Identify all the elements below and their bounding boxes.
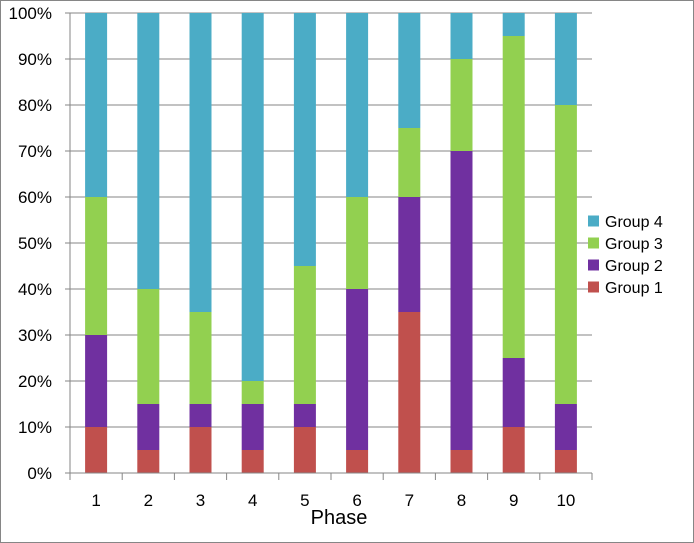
legend-label: Group 3 (605, 236, 663, 253)
bar-segment-group-3 (189, 312, 212, 404)
y-tick-label: 80% (18, 96, 52, 115)
bar-segment-group-3 (346, 197, 369, 289)
bar-segment-group-4 (502, 13, 525, 36)
x-tick-label: 7 (405, 491, 414, 510)
legend-label: Group 1 (605, 280, 663, 297)
bar-segment-group-2 (346, 289, 369, 450)
bar-segment-group-3 (554, 105, 577, 404)
x-tick-label: 4 (248, 491, 257, 510)
x-tick-labels: 1 2 3 4 5 6 7 8 9 10 (91, 491, 575, 510)
bar-segment-group-3 (398, 128, 421, 197)
axes (69, 13, 593, 480)
bar-segment-group-1 (398, 312, 421, 473)
x-tick-label: 6 (352, 491, 361, 510)
x-tick-label: 8 (457, 491, 466, 510)
bar-segment-group-2 (241, 404, 264, 450)
y-tick-label: 0% (27, 464, 52, 483)
legend-swatch (588, 259, 599, 271)
bar-segment-group-1 (346, 450, 369, 473)
y-tick-label: 100% (9, 4, 52, 23)
x-axis-title: Phase (311, 507, 368, 529)
legend-swatch (588, 237, 599, 249)
bar-segment-group-4 (293, 13, 316, 266)
bar-segment-group-2 (293, 404, 316, 427)
bar-segment-group-1 (450, 450, 473, 473)
legend-swatch (588, 281, 599, 293)
legend: Group 4 Group 3 Group 2 Group 1 (588, 214, 663, 297)
bar-segment-group-1 (502, 427, 525, 473)
bar-segment-group-2 (189, 404, 212, 427)
bar-segment-group-2 (137, 404, 160, 450)
bar-segment-group-1 (554, 450, 577, 473)
bar-segment-group-4 (450, 13, 473, 59)
y-tick-label: 10% (18, 418, 52, 437)
bar-segment-group-3 (502, 36, 525, 358)
y-tick-label: 20% (18, 372, 52, 391)
bar-segment-group-4 (137, 13, 160, 289)
legend-label: Group 4 (605, 214, 663, 231)
y-tick-label: 70% (18, 142, 52, 161)
bar-segment-group-3 (241, 381, 264, 404)
y-tick-label: 30% (18, 326, 52, 345)
y-tick-label: 50% (18, 234, 52, 253)
bar-segment-group-3 (137, 289, 160, 404)
bar-segment-group-4 (85, 13, 108, 197)
bars (85, 13, 577, 473)
bar-segment-group-4 (346, 13, 369, 197)
bar-segment-group-1 (293, 427, 316, 473)
y-tick-label: 90% (18, 50, 52, 69)
x-tick-label: 1 (91, 491, 100, 510)
legend-label: Group 2 (605, 258, 663, 275)
bar-segment-group-1 (241, 450, 264, 473)
legend-swatch (588, 215, 599, 227)
bar-segment-group-4 (398, 13, 421, 128)
bar-segment-group-3 (450, 59, 473, 151)
y-tick-label: 60% (18, 188, 52, 207)
x-tick-label: 10 (556, 491, 575, 510)
bar-segment-group-2 (554, 404, 577, 450)
y-tick-labels: 0% 10% 20% 30% 40% 50% 60% 70% 80% 90% 100% (9, 4, 52, 483)
bar-segment-group-1 (85, 427, 108, 473)
bar-segment-group-2 (398, 197, 421, 312)
y-tick-label: 40% (18, 280, 52, 299)
bar-segment-group-3 (85, 197, 108, 335)
bar-segment-group-4 (189, 13, 212, 312)
bar-segment-group-2 (502, 358, 525, 427)
bar-segment-group-1 (189, 427, 212, 473)
x-tick-label: 5 (300, 491, 309, 510)
bar-segment-group-2 (85, 335, 108, 427)
x-tick-label: 2 (144, 491, 153, 510)
bar-segment-group-2 (450, 151, 473, 450)
x-tick-label: 9 (509, 491, 518, 510)
x-tick-label: 3 (196, 491, 205, 510)
bar-segment-group-3 (293, 266, 316, 404)
bar-segment-group-1 (137, 450, 160, 473)
bar-segment-group-4 (554, 13, 577, 105)
bar-segment-group-4 (241, 13, 264, 381)
